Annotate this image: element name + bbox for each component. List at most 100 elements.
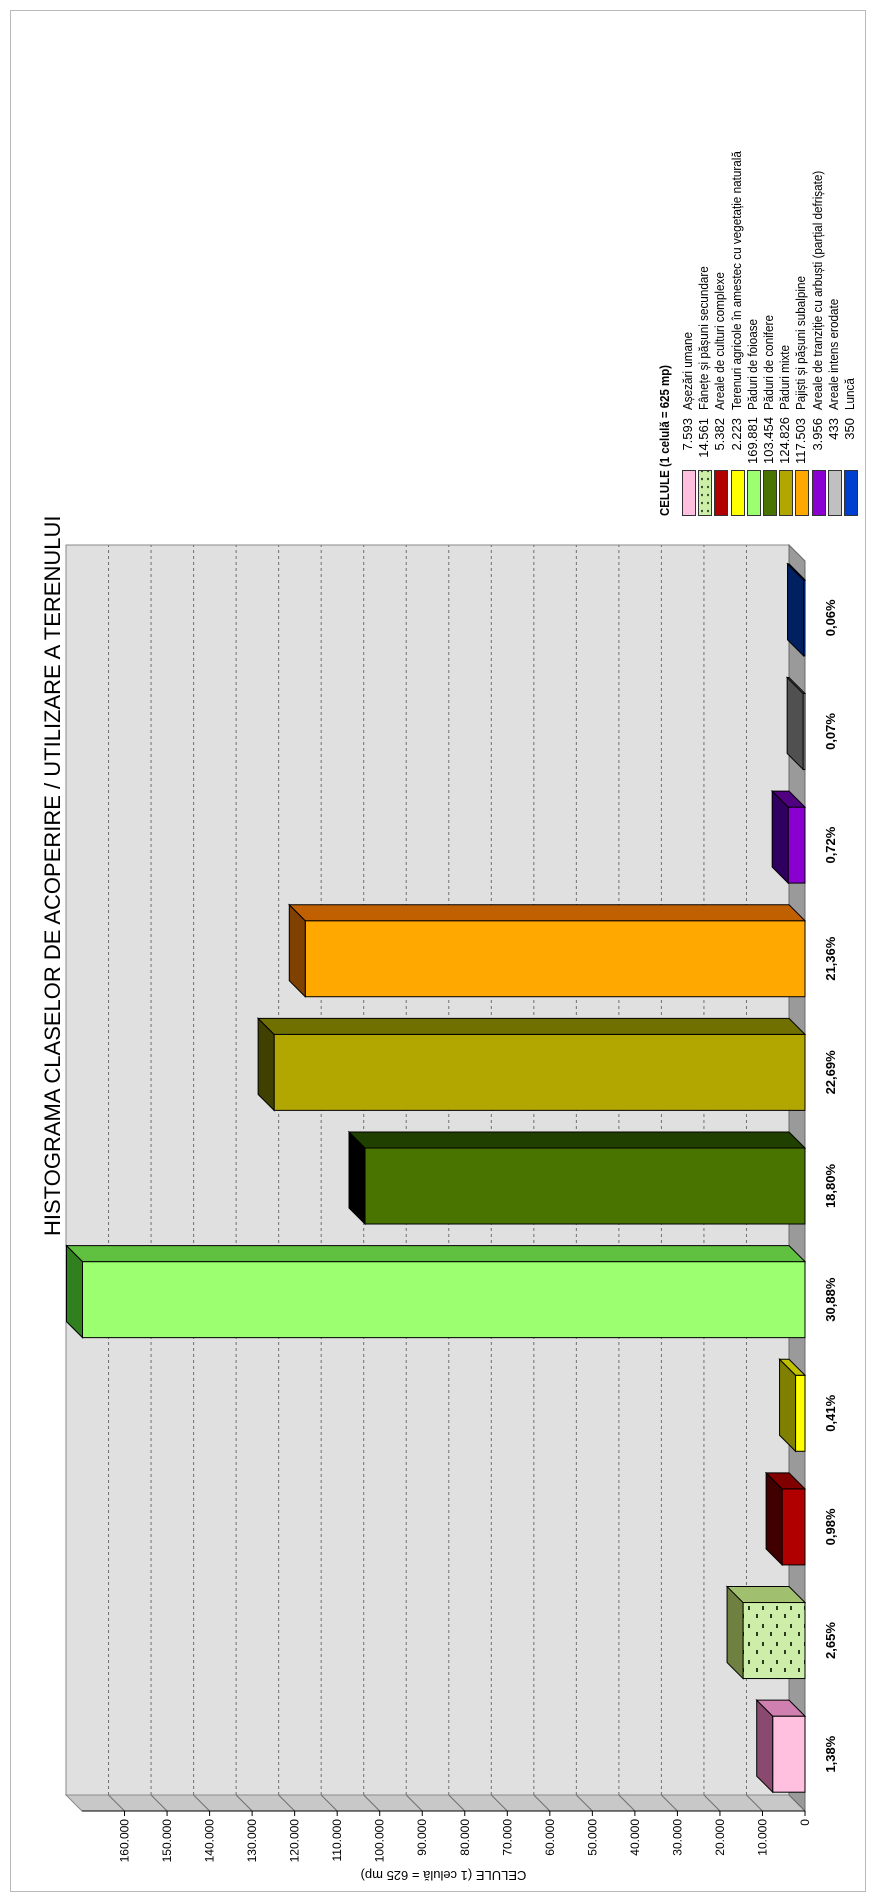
category-label: 0,72% xyxy=(823,826,838,863)
y-tick-label: 30.000 xyxy=(670,1819,684,1856)
legend-swatch xyxy=(827,470,842,516)
y-tick-label: 70.000 xyxy=(500,1819,514,1856)
category-label: 0,07% xyxy=(823,713,838,750)
bar-front xyxy=(772,1715,806,1793)
bar-side xyxy=(785,676,807,694)
gridline-side xyxy=(703,1794,721,1812)
bar-side xyxy=(288,904,807,922)
y-tick-label: 10.000 xyxy=(755,1819,769,1856)
bar-side xyxy=(725,1586,807,1604)
bar-side xyxy=(770,790,807,808)
y-tick-label: 0 xyxy=(798,1819,812,1826)
legend-label: Areale intens erodate xyxy=(825,298,841,410)
gridline-side xyxy=(193,1794,210,1812)
gridline-side xyxy=(661,1794,678,1812)
gridline-side xyxy=(533,1794,551,1812)
legend-value: 433 xyxy=(825,418,841,440)
legend-value: 7.593 xyxy=(680,418,695,451)
legend: CELULE (1 celulă = 625 mp) 7.593 Așezări … xyxy=(657,56,858,516)
bar-side xyxy=(778,1358,807,1376)
category-label: 1,38% xyxy=(823,1735,838,1772)
y-tick-label: 50.000 xyxy=(585,1819,599,1856)
legend-label: Așezări umane xyxy=(680,331,695,410)
bar-side xyxy=(347,1131,807,1149)
bar xyxy=(725,1585,807,1680)
chart-title: HISTOGRAMA CLASELOR DE ACOPERIRE / UTILI… xyxy=(40,516,65,1237)
y-tick-label: 100.000 xyxy=(373,1819,387,1863)
gridline-side xyxy=(618,1794,636,1812)
y-tick-label: 60.000 xyxy=(543,1819,557,1856)
gridline-side xyxy=(278,1794,296,1812)
bar-side xyxy=(256,1017,807,1035)
bar-front xyxy=(364,1147,806,1225)
plot-side-wall xyxy=(64,1794,807,1812)
bar-front xyxy=(795,1374,806,1452)
category-label: 18,80% xyxy=(823,1164,838,1209)
category-label: 0,98% xyxy=(823,1508,838,1545)
legend-label: Păduri de foioase xyxy=(744,318,760,410)
bar xyxy=(785,676,807,771)
category-label: 30,88% xyxy=(823,1277,838,1322)
gridline-side xyxy=(575,1794,593,1812)
legend-label: Areale de culturi complexe xyxy=(712,272,728,410)
legend-label: Luncă xyxy=(842,378,857,410)
gridline-side xyxy=(490,1794,508,1812)
legend-value: 2.223 xyxy=(728,418,744,451)
bars-layer xyxy=(65,562,807,1794)
gridline-side xyxy=(363,1794,381,1812)
legend-swatch xyxy=(795,470,810,516)
legend-label: Terenuri agricole în amestec cu vegetați… xyxy=(728,151,744,410)
y-tick-label: 160.000 xyxy=(118,1819,132,1863)
y-axis-title: CELULE (1 celulă = 625 mp) xyxy=(361,1868,527,1883)
category-label: 22,69% xyxy=(823,1050,838,1095)
bar-front xyxy=(273,1033,806,1111)
bar-front xyxy=(742,1602,806,1680)
bar-front xyxy=(787,806,806,884)
gridline-side xyxy=(405,1794,423,1812)
y-tick-label: 150.000 xyxy=(160,1819,174,1863)
legend-swatch xyxy=(730,470,745,516)
legend-swatch xyxy=(844,470,858,516)
legend-item: 350 Luncă xyxy=(841,46,864,516)
legend-value: 169.881 xyxy=(744,417,760,464)
legend-label: Păduri mixte xyxy=(777,344,793,410)
y-tick-label: 140.000 xyxy=(203,1819,217,1863)
gridline-side xyxy=(320,1794,338,1812)
bar-side xyxy=(65,1245,807,1263)
y-tick-label: 80.000 xyxy=(458,1819,472,1856)
y-tick-label: 110.000 xyxy=(330,1819,344,1862)
category-label: 0,41% xyxy=(823,1394,838,1431)
y-tick-label: 130.000 xyxy=(245,1819,259,1863)
category-label: 2,65% xyxy=(823,1622,838,1659)
bar-side xyxy=(755,1699,807,1717)
bar xyxy=(770,789,807,885)
gridline-side xyxy=(108,1794,125,1812)
labels-layer: 1,38% 2,65% 0,98% 0,41% 30,88% 18,80% 22,69% 21… xyxy=(823,599,838,1773)
legend-title: CELULE (1 celulă = 625 mp) xyxy=(657,364,672,516)
y-tick-label: 90.000 xyxy=(415,1819,429,1856)
y-tick-label: 40.000 xyxy=(628,1819,642,1856)
legend-label: Păduri de conifere xyxy=(761,315,776,410)
legend-value: 5.382 xyxy=(712,418,728,451)
legend-value: 103.454 xyxy=(761,417,776,464)
bar-front xyxy=(82,1261,806,1339)
legend-label: Fânețe și pășuni secundare xyxy=(696,266,712,410)
bar xyxy=(65,1244,807,1339)
category-label: 0,06% xyxy=(823,599,838,636)
legend-swatch xyxy=(763,470,777,516)
gridline-side xyxy=(448,1794,466,1812)
bar xyxy=(764,1471,807,1567)
legend-swatch xyxy=(698,470,713,516)
legend-value: 124.826 xyxy=(777,417,793,464)
bar xyxy=(778,1358,807,1453)
bar-front xyxy=(781,1488,806,1566)
chart-frame xyxy=(10,10,866,1892)
y-tick-label: 20.000 xyxy=(713,1819,727,1856)
bar xyxy=(786,562,807,658)
axis-layer: 0 10.000 20.000 30.000 40.000 50.000 60.000 70.… xyxy=(82,1810,812,1863)
chart-canvas: 0 10.000 20.000 30.000 40.000 50.000 60.000 70.… xyxy=(12,11,866,1891)
legend-label: Areale de tranziție cu arbuști (parțial … xyxy=(809,170,825,410)
legend-label: Pajiști și pășuni subalpine xyxy=(793,276,809,410)
legend-value: 14.561 xyxy=(696,418,712,458)
legend-swatch xyxy=(714,470,729,516)
